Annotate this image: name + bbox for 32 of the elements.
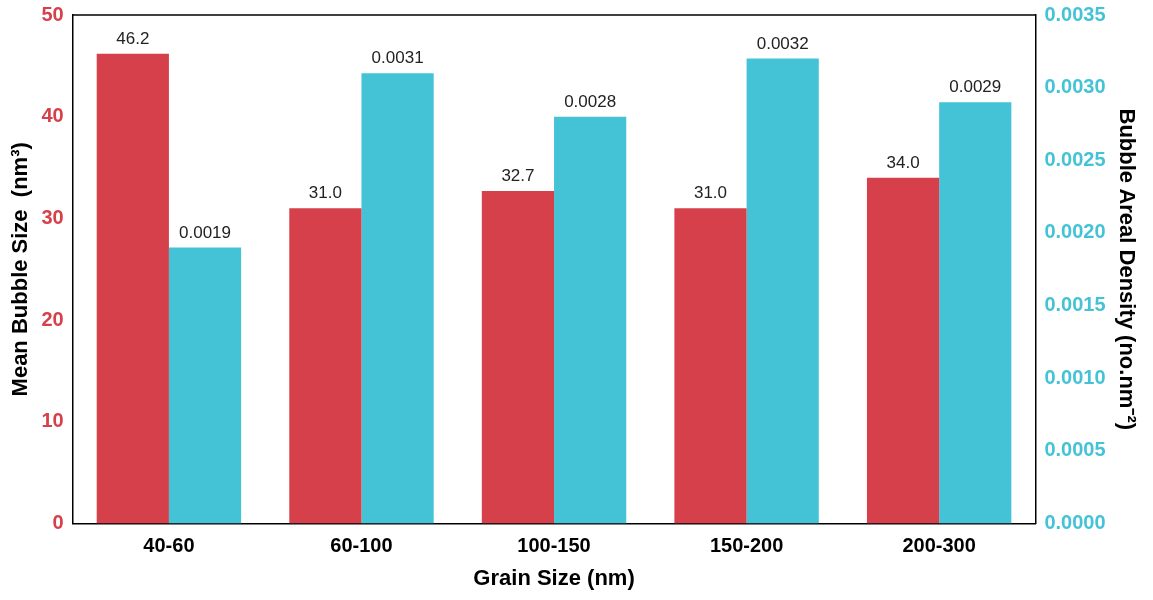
y2-tick-label: 0.0015 [1044,293,1106,316]
data-label: 0.0019 [179,222,232,242]
x-tick-label: 200-300 [902,534,976,557]
data-label: 46.2 [116,28,150,48]
data-label: 32.7 [501,166,535,186]
y2-tick-label: 0.0005 [1044,438,1106,461]
y-tick-label: 0 [52,511,64,534]
x-axis-title: Grain Size (nm) [473,564,635,590]
data-label: 0.0031 [371,48,424,68]
x-tick-label: 60-100 [330,534,393,557]
x-tick-label: 40-60 [143,534,195,557]
y2-tick-label: 0.0000 [1044,511,1106,534]
data-label: 0.0032 [756,33,809,53]
y2-tick-label: 0.0025 [1044,147,1106,170]
data-label: 31.0 [693,183,728,203]
data-label: 31.0 [308,183,342,203]
y-tick-label: 30 [41,205,64,228]
y2-axis-title: Bubble Areal Density (no.nm⁻²) [1114,108,1140,431]
y2-tick-label: 0.0030 [1044,75,1106,98]
y-tick-label: 50 [41,2,64,25]
x-tick-label: 100-150 [517,534,591,557]
y2-tick-label: 0.0020 [1044,220,1106,243]
y-tick-label: 20 [41,307,64,330]
y-tick-label: 10 [41,409,64,432]
data-label: 34.0 [886,152,920,172]
y2-tick-label: 0.0035 [1044,2,1106,25]
y-axis-title: Mean Bubble Size (nm³) [7,142,33,397]
data-label: 0.0028 [564,91,617,111]
data-label: 0.0029 [949,77,1002,97]
y2-tick-label: 0.0010 [1044,365,1106,388]
y-tick-label: 40 [41,104,64,127]
x-tick-label: 150-200 [709,534,784,557]
